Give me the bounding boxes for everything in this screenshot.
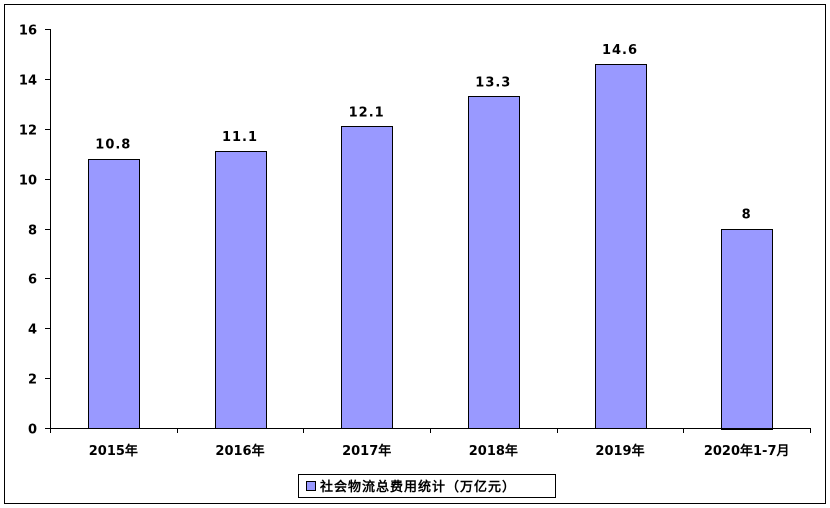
chart-border (4, 4, 826, 504)
legend-swatch (306, 481, 316, 491)
x-tick-label-2018年: 2018年 (469, 443, 518, 459)
x-tick-label-2016年: 2016年 (215, 443, 264, 459)
plot-area: 0 2 4 6 8 10 12 14 16 10.8 2015年 11.1 2016年 12.1 2017年… (19, 24, 811, 459)
bar-2015年 (88, 159, 140, 429)
data-label-2015年: 10.8 (95, 138, 131, 153)
y-tick-label-8: 8 (28, 224, 37, 239)
data-label-2016年: 11.1 (222, 130, 258, 145)
y-tick-label-6: 6 (28, 273, 37, 288)
legend-box (298, 474, 556, 498)
data-label-2017年: 12.1 (349, 105, 385, 120)
x-tick-label-2020年1-7月: 2020年1-7月 (704, 443, 790, 459)
x-tick-label-2015年: 2015年 (89, 443, 138, 459)
y-tick-label-10: 10 (19, 174, 37, 189)
y-tick-label-14: 14 (19, 74, 37, 89)
legend: 社会物流总费用统计（万亿元） (298, 474, 556, 498)
bar-2020年1-7月 (721, 229, 773, 430)
bar-2019年 (595, 64, 647, 429)
data-label-2019年: 14.6 (602, 43, 638, 58)
y-tick-label-12: 12 (19, 124, 37, 139)
x-tick-label-2017年: 2017年 (342, 443, 391, 459)
y-tick-label-4: 4 (28, 323, 37, 338)
y-tick-label-0: 0 (28, 423, 37, 438)
data-label-2018年: 13.3 (475, 75, 511, 90)
bar-2017年 (341, 126, 393, 429)
bar-2016年 (215, 151, 267, 429)
y-tick-label-2: 2 (28, 373, 37, 388)
legend-label: 社会物流总费用统计（万亿元） (319, 479, 516, 495)
bar-2018年 (468, 96, 520, 429)
y-tick-label-16: 16 (19, 24, 37, 39)
data-label-2020年1-7月: 8 (742, 208, 752, 223)
x-tick-label-2019年: 2019年 (595, 443, 644, 459)
